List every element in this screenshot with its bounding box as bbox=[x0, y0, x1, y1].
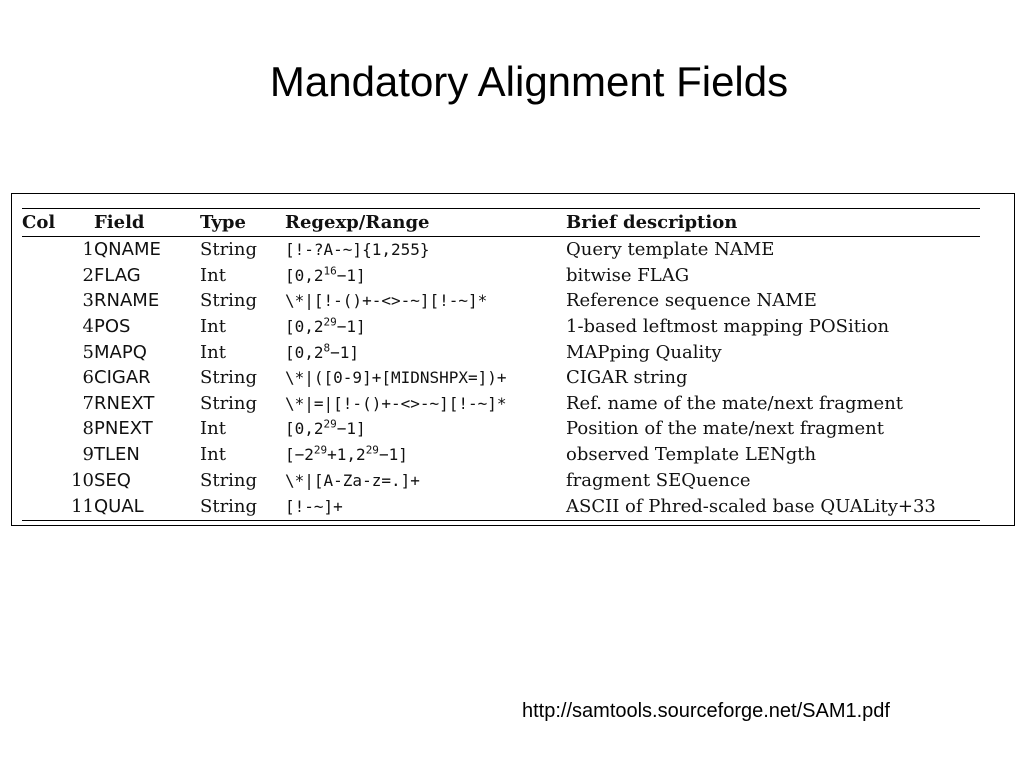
regexp-base: [−2 bbox=[285, 445, 314, 465]
table-row: 10 SEQ String \*|[A-Za-z=.]+ fragment SE… bbox=[22, 467, 980, 493]
cell-col: 8 bbox=[82, 418, 94, 440]
regexp-base: [0,2 bbox=[285, 265, 324, 285]
cell-type: String bbox=[200, 492, 285, 521]
regexp-base: [0,2 bbox=[285, 342, 324, 362]
table-row: 5 MAPQ Int [0,28−1] MAPping Quality bbox=[22, 339, 980, 365]
table-row: 11 QUAL String [!-~]+ ASCII of Phred-sca… bbox=[22, 492, 980, 521]
cell-description: bitwise FLAG bbox=[566, 264, 690, 286]
table-row: 9 TLEN Int [−229+1,229−1] observed Templ… bbox=[22, 442, 980, 468]
cell-description: observed Template LENgth bbox=[566, 444, 817, 466]
regexp-exponent-2: 29 bbox=[365, 443, 379, 457]
table-row: 3 RNAME String \*|[!-()+-<>-~][!-~]* Ref… bbox=[22, 288, 980, 314]
regexp-exponent: 29 bbox=[323, 418, 337, 432]
cell-field: PNEXT bbox=[94, 418, 153, 440]
regexp-tail: −1] bbox=[336, 317, 366, 337]
header-type: Type bbox=[200, 208, 285, 237]
cell-field: TLEN bbox=[94, 444, 140, 466]
cell-col: 5 bbox=[82, 341, 94, 363]
regexp-exponent: 16 bbox=[323, 264, 337, 278]
cell-col: 11 bbox=[22, 492, 94, 521]
cell-field: FLAG bbox=[94, 264, 141, 286]
regexp-tail: −1] bbox=[330, 342, 360, 362]
cell-regexp: [0,216−1] bbox=[285, 263, 566, 289]
cell-regexp: \*|[!-()+-<>-~][!-~]* bbox=[285, 291, 488, 311]
cell-field: POS bbox=[94, 316, 131, 338]
cell-type: Int bbox=[200, 418, 226, 440]
regexp-base: [0,2 bbox=[285, 317, 324, 337]
table-row: 4 POS Int [0,229−1] 1-based leftmost map… bbox=[22, 314, 980, 340]
cell-type: Int bbox=[200, 444, 226, 466]
cell-type: String bbox=[200, 239, 258, 261]
cell-regexp: [0,229−1] bbox=[285, 314, 566, 340]
regexp-base: [0,2 bbox=[285, 419, 324, 439]
cell-type: Int bbox=[200, 264, 226, 286]
cell-regexp: [0,28−1] bbox=[285, 339, 566, 365]
cell-description: Ref. name of the mate/next fragment bbox=[566, 392, 904, 414]
cell-regexp: [−229+1,229−1] bbox=[285, 442, 566, 468]
header-field: Field bbox=[94, 208, 200, 237]
table-row: 1 QNAME String [!-?A-~]{1,255} Query tem… bbox=[22, 237, 980, 263]
table-frame bbox=[11, 193, 1015, 526]
cell-field: QNAME bbox=[94, 239, 161, 261]
header-row: Col Field Type Regexp/Range Brief descri… bbox=[22, 208, 980, 237]
cell-description: Position of the mate/next fragment bbox=[566, 418, 884, 440]
regexp-exponent: 8 bbox=[323, 341, 331, 355]
table-row: 2 FLAG Int [0,216−1] bitwise FLAG bbox=[22, 263, 980, 289]
cell-regexp: \*|=|[!-()+-<>-~][!-~]* bbox=[285, 393, 507, 413]
cell-field: SEQ bbox=[94, 469, 131, 491]
cell-col: 7 bbox=[82, 392, 94, 414]
cell-regexp: [!-?A-~]{1,255} bbox=[285, 240, 430, 260]
alignment-fields-table: Col Field Type Regexp/Range Brief descri… bbox=[22, 208, 980, 521]
cell-type: String bbox=[200, 392, 258, 414]
header-description: Brief description bbox=[566, 208, 980, 237]
cell-description: CIGAR string bbox=[566, 367, 688, 389]
regexp-tail: −1] bbox=[336, 419, 366, 439]
source-link[interactable]: http://samtools.sourceforge.net/SAM1.pdf bbox=[522, 700, 890, 722]
cell-description: 1-based leftmost mapping POSition bbox=[566, 316, 890, 338]
regexp-tail: −1] bbox=[336, 265, 366, 285]
cell-type: Int bbox=[200, 316, 226, 338]
cell-description: fragment SEQuence bbox=[566, 469, 751, 491]
cell-col: 9 bbox=[82, 444, 94, 466]
cell-field: RNAME bbox=[94, 290, 160, 312]
cell-col: 3 bbox=[82, 290, 94, 312]
cell-regexp: \*|[A-Za-z=.]+ bbox=[285, 470, 420, 490]
cell-description: ASCII of Phred-scaled base QUALity+33 bbox=[566, 492, 980, 521]
cell-description: MAPping Quality bbox=[566, 341, 722, 363]
cell-description: Reference sequence NAME bbox=[566, 290, 817, 312]
regexp-exponent: 29 bbox=[323, 315, 337, 329]
table-body: 1 QNAME String [!-?A-~]{1,255} Query tem… bbox=[22, 237, 980, 521]
cell-regexp: [0,229−1] bbox=[285, 416, 566, 442]
cell-col: 2 bbox=[82, 264, 94, 286]
table-row: 8 PNEXT Int [0,229−1] Position of the ma… bbox=[22, 416, 980, 442]
cell-col: 6 bbox=[82, 367, 94, 389]
regexp-tail: −1] bbox=[378, 445, 408, 465]
table-header: Col Field Type Regexp/Range Brief descri… bbox=[22, 208, 980, 237]
table-row: 6 CIGAR String \*|([0-9]+[MIDNSHPX=])+ C… bbox=[22, 365, 980, 391]
table-row: 7 RNEXT String \*|=|[!-()+-<>-~][!-~]* R… bbox=[22, 391, 980, 417]
cell-col: 4 bbox=[82, 316, 94, 338]
cell-field: CIGAR bbox=[94, 367, 151, 389]
cell-regexp: [!-~]+ bbox=[285, 492, 566, 521]
cell-description: Query template NAME bbox=[566, 239, 775, 261]
cell-field: RNEXT bbox=[94, 392, 155, 414]
cell-col: 10 bbox=[71, 469, 94, 491]
header-col: Col bbox=[22, 208, 94, 237]
cell-type: String bbox=[200, 469, 258, 491]
cell-col: 1 bbox=[82, 239, 94, 261]
cell-field: MAPQ bbox=[94, 341, 147, 363]
cell-regexp: \*|([0-9]+[MIDNSHPX=])+ bbox=[285, 368, 507, 388]
header-regexp: Regexp/Range bbox=[285, 208, 566, 237]
cell-field: QUAL bbox=[94, 492, 200, 521]
slide-title: Mandatory Alignment Fields bbox=[269, 58, 789, 105]
regexp-exponent: 29 bbox=[313, 443, 328, 457]
cell-type: String bbox=[200, 290, 258, 312]
regexp-mid: +1,2 bbox=[327, 445, 366, 465]
cell-type: Int bbox=[200, 341, 226, 363]
cell-type: String bbox=[200, 367, 258, 389]
